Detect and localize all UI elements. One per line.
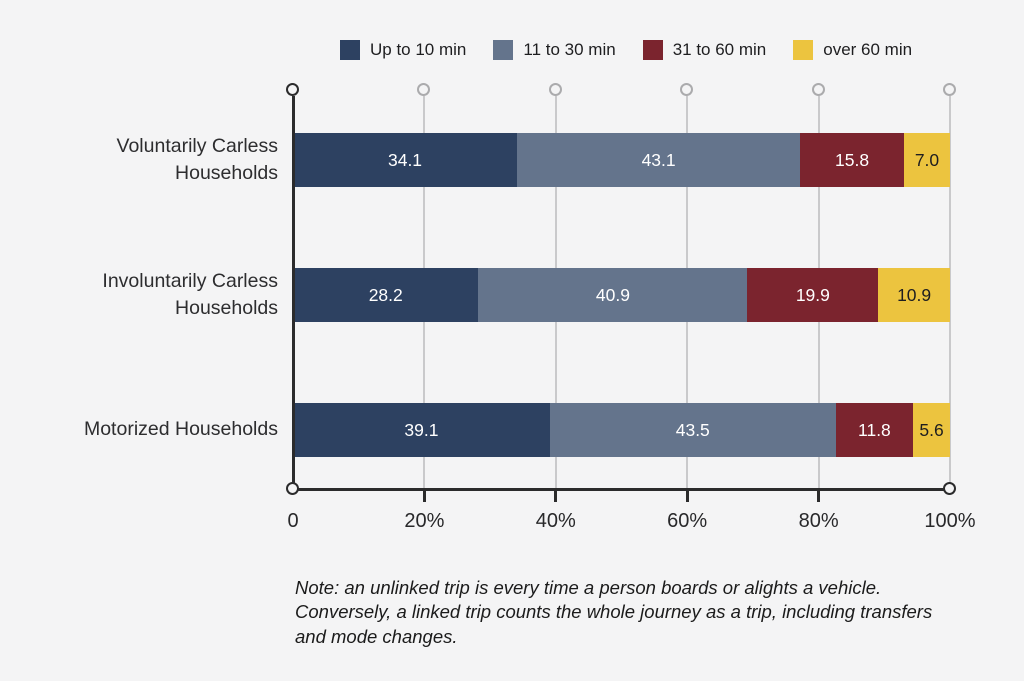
x-axis-tick: [685, 490, 689, 502]
bar-value-label: 34.1: [387, 149, 423, 170]
grid-top-circle: [943, 83, 956, 96]
x-axis-tick-label: 40%: [535, 510, 576, 532]
legend-item: over 60 min: [793, 40, 912, 60]
x-axis-tick: [817, 490, 821, 502]
bar-row: 28.2 40.9 19.9 10.9: [293, 268, 950, 322]
note-line: Note: an unlinked trip is every time a p…: [295, 577, 882, 598]
bar-value-label: 28.2: [368, 284, 403, 305]
x-axis-tick-label: 20%: [404, 510, 445, 532]
bar-segment: 39.1: [293, 403, 550, 457]
bar-value-label: 10.9: [897, 284, 932, 305]
legend-swatch: [793, 40, 814, 60]
bar-segment: 11.8: [835, 403, 914, 457]
x-axis-tick: [422, 490, 426, 502]
legend-label: over 60 min: [823, 40, 913, 59]
grid-top-circle: [680, 83, 694, 96]
bar-segment: 43.1: [517, 133, 801, 187]
x-axis-tick-label: 100%: [924, 510, 976, 532]
grid-top-circle: [811, 83, 825, 96]
axis-end-circle: [943, 482, 956, 495]
grid-top-circle: [548, 83, 562, 96]
note-line: Conversely, a linked trip counts the who…: [295, 601, 933, 623]
y-axis-line: [291, 96, 295, 484]
bar-row: 39.1 43.5 11.8 5.6: [293, 403, 950, 457]
bar-segment: 7.0: [903, 133, 950, 187]
bar-segment: 28.2: [293, 268, 479, 322]
axis-end-circle: [286, 482, 299, 495]
bar-value-label: 43.5: [675, 419, 710, 440]
legend-swatch: [642, 40, 663, 60]
legend-item: 11 to 30 min: [493, 40, 616, 60]
bar-segment: 43.5: [549, 403, 836, 457]
chart-note: Note: an unlinked trip is every time a p…: [295, 576, 932, 649]
category-label: Voluntarily Carless Households: [116, 134, 278, 184]
grid-top-circle: [417, 83, 431, 96]
category-label: Involuntarily Carless Households: [102, 269, 278, 319]
bar-segment: 19.9: [747, 268, 879, 322]
note-line: and mode changes.: [295, 625, 458, 647]
x-axis-tick-label: 0: [287, 510, 299, 532]
x-axis-tick: [554, 490, 558, 502]
bar-segment: 5.6: [913, 403, 950, 457]
legend-label: 31 to 60 min: [672, 40, 767, 59]
legend-label: 11 to 30 min: [523, 40, 616, 59]
bar-segment: 34.1: [293, 133, 518, 187]
bar-segment: 10.9: [878, 268, 950, 322]
bar-value-label: 39.1: [404, 419, 439, 440]
x-axis-tick-label: 60%: [667, 510, 708, 532]
legend-swatch: [493, 40, 514, 60]
bar-value-label: 5.6: [919, 419, 944, 440]
legend-item: Up to 10 min: [340, 40, 466, 60]
gridline: [949, 96, 951, 489]
grid-top-circle: [286, 83, 299, 96]
bar-row: 34.1 43.1 15.8 7.0: [293, 133, 950, 187]
chart-legend: Up to 10 min 11 to 30 min 31 to 60 min over…: [340, 40, 912, 60]
legend-label: Up to 10 min: [370, 40, 467, 59]
x-axis-line: [293, 487, 950, 491]
bar-value-label: 7.0: [914, 149, 940, 170]
bar-segment: 40.9: [478, 268, 748, 322]
legend-swatch: [340, 40, 360, 60]
bar-value-label: 19.9: [795, 284, 830, 305]
bar-value-label: 43.1: [641, 149, 676, 170]
bar-value-label: 11.8: [858, 419, 891, 440]
x-axis-tick-label: 80%: [798, 510, 839, 532]
legend-item: 31 to 60 min: [642, 40, 767, 60]
bar-segment: 15.8: [800, 133, 904, 187]
bar-value-label: 15.8: [835, 149, 870, 170]
bar-value-label: 40.9: [595, 284, 630, 305]
category-label: Motorized Households: [83, 418, 278, 441]
